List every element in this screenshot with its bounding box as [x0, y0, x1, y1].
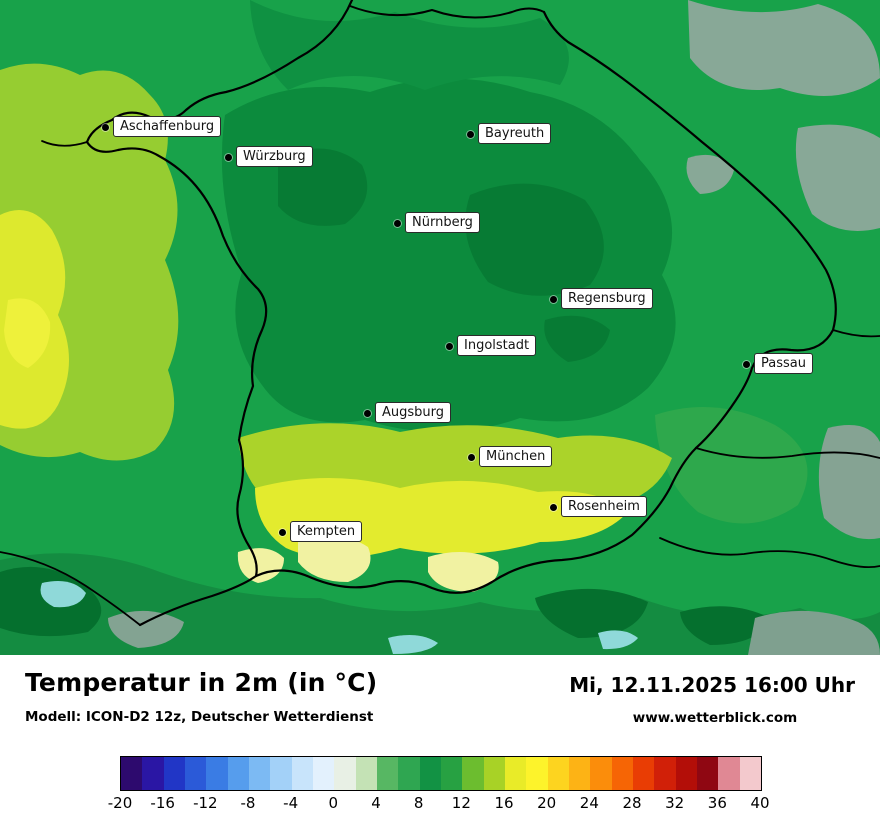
colorbar-segment: [184, 757, 207, 790]
colorbar-segment: [718, 757, 740, 790]
colorbar-tick-label: 36: [707, 794, 727, 812]
city-dot-icon: [101, 123, 109, 131]
model-info: Modell: ICON-D2 12z, Deutscher Wetterdie…: [25, 709, 374, 725]
colorbar-tick-label: 4: [371, 794, 381, 812]
colorbar-tick-label: 40: [750, 794, 770, 812]
colorbar-segment: [632, 757, 655, 790]
map-color-field: [0, 0, 880, 655]
colorbar-tick-label: 12: [451, 794, 471, 812]
colorbar-tick-label: -8: [240, 794, 256, 812]
city-dot-icon: [224, 153, 232, 161]
colorbar-segment: [398, 757, 420, 790]
colorbar-segment: [675, 757, 697, 790]
colorbar-segment: [142, 757, 164, 790]
colorbar-tick-label: -4: [283, 794, 299, 812]
colorbar-tick-label: -16: [150, 794, 175, 812]
city-label: Aschaffenburg: [113, 116, 222, 137]
colorbar-segment: [504, 757, 527, 790]
colorbar-tick-label: 32: [665, 794, 685, 812]
city-dot-icon: [467, 453, 475, 461]
city-dot-icon: [549, 295, 557, 303]
colorbar-tick-label: 8: [413, 794, 424, 812]
city-label: Kempten: [290, 521, 363, 542]
colorbar-segment: [355, 757, 377, 790]
colorbar-segment: [248, 757, 271, 790]
city-label: Passau: [754, 353, 813, 374]
colorbar-tick-label: 24: [579, 794, 599, 812]
forecast-datetime: Mi, 12.11.2025 16:00 Uhr: [569, 673, 855, 697]
state-borders: [0, 0, 880, 627]
colorbar-tick-label: -12: [193, 794, 218, 812]
temperature-map-canvas: [0, 0, 880, 655]
colorbar-tick-label: 28: [622, 794, 642, 812]
colorbar-segment: [270, 757, 292, 790]
city-dot-icon: [466, 130, 474, 138]
colorbar-tick-label: -20: [107, 794, 133, 812]
colorbar-segment: [312, 757, 335, 790]
colorbar-tick-label: 16: [494, 794, 514, 812]
colorbar-segment: [590, 757, 612, 790]
city-label: Ingolstadt: [457, 335, 537, 356]
city-label: Bayreuth: [478, 123, 552, 144]
colorbar-segment: [163, 757, 185, 790]
colorbar-segment: [568, 757, 591, 790]
colorbar-segment: [376, 757, 399, 790]
city-label: Nürnberg: [405, 212, 480, 233]
colorbar-tick-label: 20: [537, 794, 557, 812]
city-dot-icon: [393, 219, 401, 227]
city-label: Regensburg: [561, 288, 653, 309]
website-credit: www.wetterblick.com: [632, 710, 798, 726]
city-dot-icon: [549, 503, 557, 511]
weather-map: Aschaffenburg Würzburg Bayreuth Nürnberg Reg…: [0, 0, 880, 655]
city-label: Rosenheim: [561, 496, 647, 517]
colorbar-segment: [291, 757, 313, 790]
colorbar-segment: [440, 757, 463, 790]
colorbar-segment: [483, 757, 505, 790]
page-title: Temperatur in 2m (in °C): [25, 668, 378, 697]
colorbar-segment: [227, 757, 249, 790]
city-label: Würzburg: [236, 146, 313, 167]
colorbar-segment: [526, 757, 548, 790]
colorbar-segment: [696, 757, 719, 790]
colorbar-segment: [611, 757, 633, 790]
city-dot-icon: [742, 360, 750, 368]
colorbar-segment: [419, 757, 441, 790]
temperature-colorbar: [120, 756, 762, 791]
colorbar-segment: [654, 757, 676, 790]
city-dot-icon: [445, 342, 453, 350]
city-dot-icon: [278, 528, 286, 536]
colorbar-segment: [206, 757, 228, 790]
city-label: München: [479, 446, 553, 467]
city-label: Augsburg: [375, 402, 452, 423]
colorbar-segment: [121, 757, 143, 790]
colorbar-segment: [739, 757, 761, 790]
colorbar-segment: [462, 757, 484, 790]
colorbar-segment: [547, 757, 569, 790]
colorbar-tick-labels: -20 -16 -12 -8 -4 0 4 8 12 16 20 24 28 32 36 40: [108, 794, 770, 816]
city-dot-icon: [363, 409, 371, 417]
colorbar-tick-label: 0: [328, 794, 339, 812]
colorbar-segment: [334, 757, 356, 790]
